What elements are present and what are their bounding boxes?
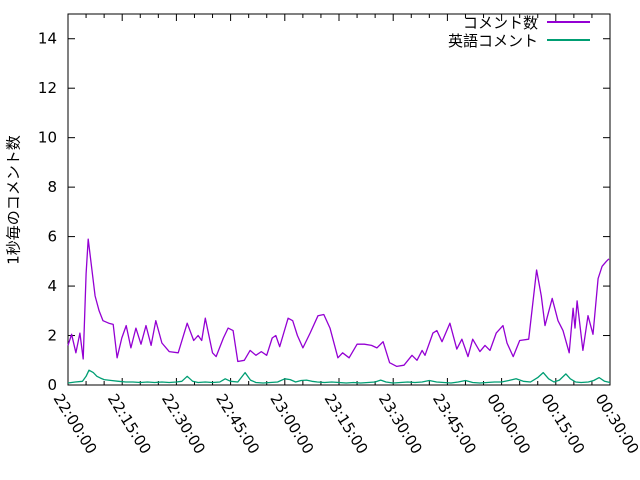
plot-border [67, 13, 611, 386]
x-tick-label: 22:15:00 [104, 391, 155, 458]
y-tick-label: 8 [47, 178, 57, 196]
series-line-comments [67, 238, 610, 368]
y-tick-label: 10 [38, 129, 57, 147]
x-tick-label: 00:00:00 [483, 391, 534, 458]
x-tick-label: 00:15:00 [537, 391, 588, 458]
series-line-english-comments [67, 369, 611, 384]
legend-entry-english-comments: 英語コメント [447, 31, 590, 50]
x-tick-label: 22:45:00 [212, 391, 263, 458]
y-axis-title: 1秒毎のコメント数 [4, 135, 23, 265]
x-tick-label: 23:30:00 [375, 391, 426, 458]
y-tick-label: 14 [38, 30, 57, 48]
legend-line-sample-comments [547, 21, 590, 23]
legend-entry-comments: コメント数 [462, 13, 590, 32]
legend-line-sample-english-comments [547, 39, 590, 41]
y-tick-label: 4 [47, 277, 57, 295]
x-tick-label: 00:30:00 [592, 391, 640, 458]
x-tick-label: 23:15:00 [321, 391, 372, 458]
x-tick-label: 23:45:00 [429, 391, 480, 458]
legend: コメント数 英語コメント [447, 13, 590, 50]
y-tick-label: 0 [47, 376, 57, 394]
x-tick-label: 22:30:00 [158, 391, 209, 458]
y-tick-label: 2 [47, 327, 57, 345]
x-tick-label: 22:00:00 [50, 391, 101, 458]
legend-label-comments: コメント数 [462, 13, 538, 32]
y-tick-label: 12 [38, 79, 57, 97]
x-tick-label: 23:00:00 [266, 391, 317, 458]
y-tick-label: 6 [47, 228, 57, 246]
legend-label-english-comments: 英語コメント [447, 31, 538, 50]
